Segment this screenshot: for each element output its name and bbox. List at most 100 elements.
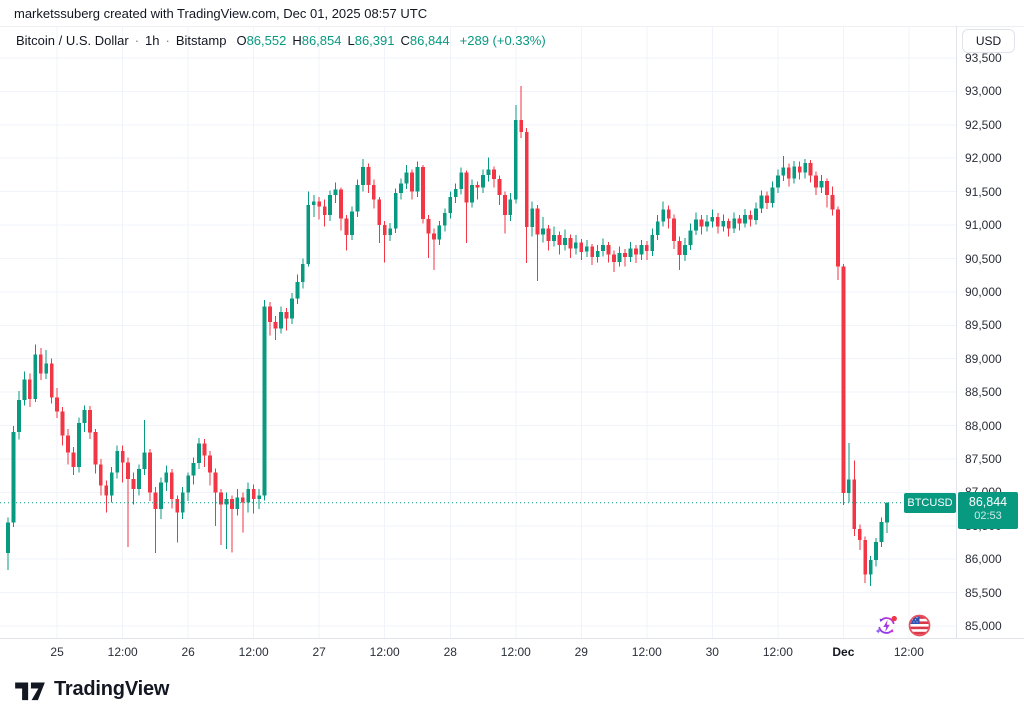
candle xyxy=(60,406,65,446)
candle xyxy=(159,477,163,520)
candle xyxy=(677,236,682,270)
candle xyxy=(388,223,393,242)
candle xyxy=(393,188,398,234)
price-axis[interactable]: 85,00085,50086,00086,50087,00087,50088,0… xyxy=(957,26,1024,638)
candle xyxy=(852,460,857,536)
candle xyxy=(743,209,747,228)
us-flag-economic-events-icon[interactable] xyxy=(908,614,931,637)
candle xyxy=(868,555,873,586)
candle xyxy=(464,170,469,244)
candle xyxy=(503,191,507,234)
time-axis[interactable]: 25 12:00 26 12:00 27 12:00 28 12:00 29 12:00 30 12:… xyxy=(0,638,1024,664)
time-axis-label: 29 xyxy=(574,645,588,659)
candle xyxy=(186,472,191,501)
candle xyxy=(82,405,87,433)
price-axis-label: 87,500 xyxy=(965,451,1002,466)
candle xyxy=(22,371,27,406)
candle xyxy=(442,208,447,232)
candle xyxy=(197,438,201,469)
candle xyxy=(475,181,480,200)
candle xyxy=(426,215,431,258)
candle xyxy=(17,390,21,440)
candle xyxy=(808,160,813,183)
candle xyxy=(311,195,316,217)
candle xyxy=(748,210,753,227)
price-axis-label: 91,500 xyxy=(965,184,1002,199)
candle xyxy=(584,239,589,258)
candle xyxy=(459,167,464,195)
candle xyxy=(131,472,136,505)
candle xyxy=(836,206,840,280)
candle xyxy=(486,157,491,182)
candle xyxy=(404,164,409,189)
candle xyxy=(432,228,436,270)
candle xyxy=(497,175,502,205)
candle xyxy=(453,183,458,203)
countdown-timer: 02:53 xyxy=(974,510,1002,522)
candle xyxy=(44,350,49,379)
candle xyxy=(339,187,343,231)
candle xyxy=(639,239,644,260)
candle xyxy=(524,128,529,264)
candle xyxy=(153,487,158,554)
candle xyxy=(754,202,758,225)
price-axis-label: 85,500 xyxy=(965,585,1002,600)
candle xyxy=(257,489,262,510)
candle xyxy=(732,212,737,234)
candle xyxy=(792,160,797,184)
notification-dot xyxy=(891,615,897,622)
tradingview-logo-text: TradingView xyxy=(54,677,170,700)
candle xyxy=(344,215,349,251)
candle xyxy=(98,458,103,496)
ohlc-high: H86,854 xyxy=(292,33,342,48)
price-axis-label: 90,500 xyxy=(965,251,1002,266)
candle xyxy=(208,450,212,486)
candle xyxy=(628,241,633,262)
candle xyxy=(371,179,376,209)
candle xyxy=(776,169,780,193)
ohlc-close: C86,844 xyxy=(400,33,450,48)
time-axis-label: 12:00 xyxy=(762,645,793,659)
candle xyxy=(644,241,649,260)
price-chart[interactable] xyxy=(0,26,956,638)
spark-events-icon[interactable] xyxy=(875,614,898,637)
currency-button[interactable]: USD xyxy=(962,29,1015,53)
time-axis-label: 27 xyxy=(312,645,326,659)
candle xyxy=(415,161,420,197)
tradingview-logo-mark-icon xyxy=(15,682,45,701)
candle xyxy=(361,158,365,192)
symbol-tag: BTCUSD xyxy=(904,493,956,513)
candle xyxy=(169,469,174,509)
candle xyxy=(634,245,638,264)
candle xyxy=(421,164,425,224)
candle xyxy=(322,199,327,227)
candle xyxy=(164,465,169,491)
candle xyxy=(568,234,573,258)
sparkle-shape xyxy=(875,628,881,634)
candle xyxy=(830,186,835,216)
top-divider xyxy=(0,26,1024,27)
legend-separator: · xyxy=(165,33,170,48)
candle xyxy=(825,178,829,208)
candle xyxy=(49,358,54,404)
price-axis-label: 88,000 xyxy=(965,418,1002,433)
candle xyxy=(595,245,600,263)
candle xyxy=(885,502,889,533)
candle xyxy=(606,241,611,263)
tradingview-logo[interactable]: TradingView xyxy=(14,676,169,702)
candle xyxy=(148,448,152,501)
candle xyxy=(355,179,360,217)
time-axis-label: 30 xyxy=(705,645,719,659)
candle xyxy=(240,492,245,533)
candle xyxy=(142,420,147,475)
candle xyxy=(71,446,76,475)
candle xyxy=(202,438,207,467)
candle xyxy=(661,201,666,227)
price-axis-label: 88,500 xyxy=(965,385,1002,400)
candle xyxy=(721,214,726,232)
candle xyxy=(557,231,562,255)
candle xyxy=(814,171,818,195)
time-axis-label: 28 xyxy=(443,645,457,659)
candles-layer xyxy=(6,86,889,586)
candle xyxy=(699,215,704,235)
